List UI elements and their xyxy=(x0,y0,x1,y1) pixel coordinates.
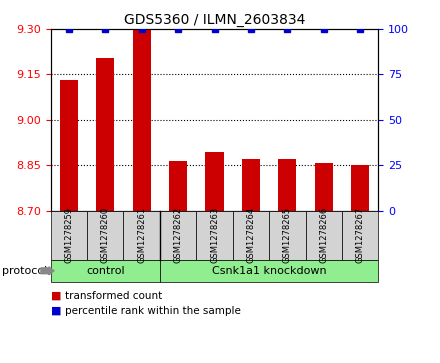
Text: percentile rank within the sample: percentile rank within the sample xyxy=(65,306,241,316)
Text: ■: ■ xyxy=(51,291,61,301)
Bar xyxy=(278,159,297,211)
Text: GSM1278261: GSM1278261 xyxy=(137,207,146,263)
Bar xyxy=(60,81,78,211)
Text: GSM1278265: GSM1278265 xyxy=(283,207,292,263)
Text: protocol: protocol xyxy=(2,266,48,276)
Text: GSM1278259: GSM1278259 xyxy=(64,207,73,263)
Text: control: control xyxy=(86,266,125,276)
Bar xyxy=(315,163,333,211)
Text: Csnk1a1 knockdown: Csnk1a1 knockdown xyxy=(212,266,326,276)
Text: GSM1278262: GSM1278262 xyxy=(173,207,183,263)
Bar xyxy=(351,164,369,211)
Title: GDS5360 / ILMN_2603834: GDS5360 / ILMN_2603834 xyxy=(124,13,305,26)
Bar xyxy=(169,160,187,211)
Bar xyxy=(242,159,260,211)
Text: transformed count: transformed count xyxy=(65,291,162,301)
Bar xyxy=(96,58,114,211)
Text: GSM1278260: GSM1278260 xyxy=(101,207,110,263)
Text: GSM1278267: GSM1278267 xyxy=(356,207,365,263)
Text: ■: ■ xyxy=(51,306,61,316)
Text: GSM1278263: GSM1278263 xyxy=(210,207,219,263)
Text: GSM1278266: GSM1278266 xyxy=(319,207,328,263)
Bar xyxy=(132,29,151,211)
Text: GSM1278264: GSM1278264 xyxy=(246,207,256,263)
Bar xyxy=(205,152,224,211)
